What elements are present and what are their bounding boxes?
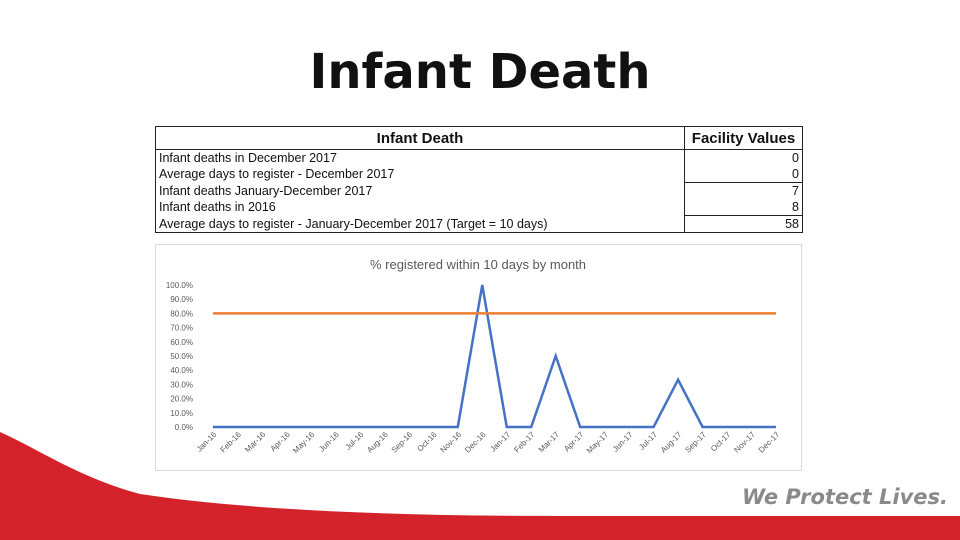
table-row: Infant deaths in 2016 8 bbox=[155, 199, 803, 216]
x-tick-label: Aug-16 bbox=[365, 430, 390, 455]
slide-title: Infant Death bbox=[309, 44, 651, 100]
x-tick-label: Nov-17 bbox=[732, 430, 757, 455]
stats-table: Infant Death Facility Values Infant deat… bbox=[155, 126, 803, 233]
row-label: Average days to register - January-Decem… bbox=[155, 215, 685, 233]
row-value: 0 bbox=[684, 166, 803, 183]
y-tick-label: 30.0% bbox=[170, 380, 193, 389]
row-label: Infant deaths in 2016 bbox=[155, 199, 685, 216]
y-tick-label: 10.0% bbox=[170, 409, 193, 418]
table-header-row: Infant Death Facility Values bbox=[155, 126, 803, 150]
x-tick-label: Sep-16 bbox=[390, 430, 415, 455]
x-tick-label: Jun-17 bbox=[611, 430, 635, 454]
table-row: Average days to register - December 2017… bbox=[155, 166, 803, 183]
x-tick-label: Nov-16 bbox=[439, 430, 464, 455]
x-tick-label: Oct-16 bbox=[415, 430, 439, 454]
table-row: Average days to register - January-Decem… bbox=[155, 215, 803, 233]
row-label: Infant deaths in December 2017 bbox=[155, 149, 685, 166]
x-tick-label: Jul-17 bbox=[637, 430, 659, 452]
row-label: Average days to register - December 2017 bbox=[155, 166, 685, 183]
line-chart-panel: % registered within 10 days by month 0.0… bbox=[155, 244, 802, 471]
stats-table-container: Infant Death Facility Values Infant deat… bbox=[155, 126, 803, 233]
x-tick-label: Jan-17 bbox=[488, 430, 512, 454]
x-tick-label: Mar-16 bbox=[243, 430, 268, 455]
x-tick-label: Feb-17 bbox=[512, 430, 537, 455]
row-label: Infant deaths January-December 2017 bbox=[155, 182, 685, 199]
x-tick-label: Mar-17 bbox=[537, 430, 562, 455]
y-axis: 0.0% 10.0% 20.0% 30.0% 40.0% 50.0% 60.0% 70.0% 8… bbox=[166, 281, 193, 432]
table-row: Infant deaths January-December 2017 7 bbox=[155, 182, 803, 199]
chart-title: % registered within 10 days by month bbox=[370, 257, 586, 272]
x-tick-label: May-16 bbox=[291, 430, 317, 456]
row-value: 0 bbox=[684, 149, 803, 166]
x-tick-label: Dec-17 bbox=[757, 430, 782, 455]
x-tick-label: Apr-17 bbox=[562, 430, 586, 454]
x-tick-label: Oct-17 bbox=[709, 430, 733, 454]
header-facility-values: Facility Values bbox=[684, 126, 803, 150]
line-chart: % registered within 10 days by month 0.0… bbox=[166, 257, 782, 456]
x-tick-label: Dec-16 bbox=[463, 430, 488, 455]
x-tick-label: Sep-17 bbox=[683, 430, 708, 455]
x-axis: Jan-16 Feb-16 Mar-16 Apr-16 May-16 Jun-16 Jul-… bbox=[195, 430, 782, 456]
y-tick-label: 60.0% bbox=[170, 338, 193, 347]
x-tick-label: Jun-16 bbox=[317, 430, 341, 454]
y-tick-label: 90.0% bbox=[170, 295, 193, 304]
series-line-registered bbox=[213, 284, 776, 429]
row-value: 8 bbox=[684, 199, 803, 216]
x-tick-label: Jul-16 bbox=[344, 430, 366, 452]
tagline: We Protect Lives. bbox=[742, 485, 948, 509]
y-tick-label: 100.0% bbox=[166, 281, 193, 290]
x-tick-label: May-17 bbox=[585, 430, 611, 456]
y-tick-label: 80.0% bbox=[170, 309, 193, 318]
row-value: 58 bbox=[684, 215, 803, 233]
y-tick-label: 40.0% bbox=[170, 366, 193, 375]
x-tick-label: Aug-17 bbox=[659, 430, 684, 455]
table-row: Infant deaths in December 2017 0 bbox=[155, 149, 803, 166]
x-tick-label: Jan-16 bbox=[195, 430, 219, 454]
x-tick-label: Feb-16 bbox=[219, 430, 244, 455]
y-tick-label: 50.0% bbox=[170, 352, 193, 361]
header-infant-death: Infant Death bbox=[155, 126, 685, 150]
series-layer bbox=[213, 284, 776, 429]
y-tick-label: 0.0% bbox=[175, 423, 193, 432]
y-tick-label: 20.0% bbox=[170, 395, 193, 404]
row-value: 7 bbox=[684, 182, 803, 199]
y-tick-label: 70.0% bbox=[170, 324, 193, 333]
x-tick-label: Apr-16 bbox=[269, 430, 293, 454]
